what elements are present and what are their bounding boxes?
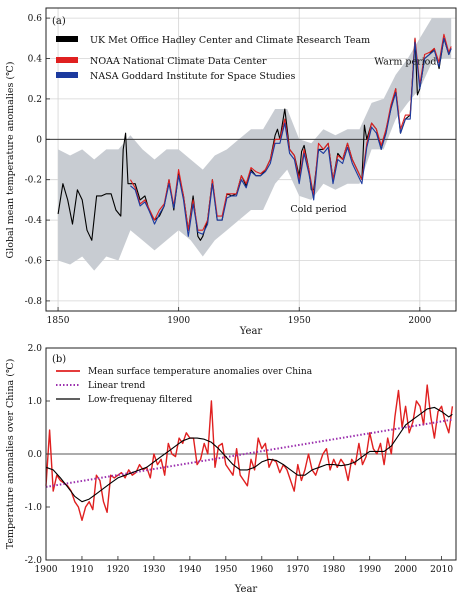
series-line-mean-surface-temperature-anomalies-over-china bbox=[45, 384, 454, 521]
panel-a-x-axis-label: Year bbox=[239, 326, 263, 337]
panel-b-china-temperature-chart: 1900 1910 1920 1930 1940 1950 1960 1970 1980 1990… bbox=[5, 344, 457, 595]
legend-swatch-nasa bbox=[56, 72, 78, 78]
series-line-linear-trend bbox=[45, 418, 453, 488]
legend-label-hadley: UK Met Office Hadley Center and Climate … bbox=[90, 35, 370, 46]
y-tick-label: 2.0 bbox=[28, 344, 43, 354]
panel-b-y-axis-label: Temperature anomalies over China (℃) bbox=[5, 359, 16, 550]
y-tick-label: -0.8 bbox=[25, 297, 43, 307]
series-line-low-frequenay-filtered bbox=[45, 406, 453, 503]
y-tick-label: 0.0 bbox=[28, 450, 43, 460]
legend-swatch-noaa bbox=[56, 57, 78, 63]
legend-label-noaa: NOAA National Climate Data Center bbox=[90, 56, 267, 67]
x-tick-label: 1920 bbox=[106, 565, 129, 575]
y-tick-label: -0.4 bbox=[25, 216, 43, 226]
panel-a-frame bbox=[45, 7, 457, 312]
x-tick-label: 1980 bbox=[322, 565, 345, 575]
y-tick-label: 0.2 bbox=[28, 95, 42, 105]
y-tick-label: -0.2 bbox=[25, 176, 42, 186]
panel-a-global-temperature-chart: 1850 1900 1950 2000 -0.8 -0.6 -0.4 -0.2 0 0.2 0.4… bbox=[5, 7, 457, 337]
y-tick-label: -0.6 bbox=[25, 257, 43, 267]
x-tick-label: 1910 bbox=[71, 565, 94, 575]
x-tick-label: 1850 bbox=[47, 316, 70, 326]
y-tick-label: 0.4 bbox=[28, 55, 43, 65]
x-tick-label: 1970 bbox=[286, 565, 309, 575]
legend-label-low-frequency: Low-frequenay filtered bbox=[88, 395, 193, 405]
x-tick-label: 2000 bbox=[408, 316, 431, 326]
y-tick-label: 0 bbox=[36, 135, 42, 145]
annotation-cold-period: Cold period bbox=[290, 204, 346, 215]
panel-a-y-axis-label: Global mean temperature anomalies (℃) bbox=[5, 62, 16, 259]
x-tick-label: 2010 bbox=[430, 565, 453, 575]
x-tick-label: 1900 bbox=[35, 565, 58, 575]
panel-a-y-ticks: -0.8 -0.6 -0.4 -0.2 0 0.2 0.4 0.6 bbox=[25, 14, 50, 307]
x-tick-label: 1930 bbox=[142, 565, 165, 575]
x-tick-label: 1940 bbox=[178, 565, 201, 575]
panel-a-label: (a) bbox=[52, 16, 66, 27]
x-tick-label: 1990 bbox=[358, 565, 381, 575]
panel-b-x-axis-label: Year bbox=[234, 584, 258, 595]
annotation-warm-period: Warm period bbox=[374, 57, 436, 68]
panel-b-label: (b) bbox=[52, 354, 66, 365]
panel-b-y-ticks: -2.0 -1.0 0.0 1.0 2.0 bbox=[25, 344, 50, 566]
series-line-nasa-goddard-institute-for-space-studies bbox=[130, 37, 452, 237]
legend-swatch-hadley bbox=[56, 36, 78, 42]
x-tick-label: 1960 bbox=[250, 565, 273, 575]
x-tick-label: 2000 bbox=[394, 565, 417, 575]
x-tick-label: 1950 bbox=[288, 316, 311, 326]
x-tick-label: 1900 bbox=[167, 316, 190, 326]
hadley-uncertainty-band bbox=[58, 18, 452, 271]
legend-label-nasa: NASA Goddard Institute for Space Studies bbox=[90, 71, 296, 82]
legend-label-linear-trend: Linear trend bbox=[88, 381, 146, 391]
legend-label-china-mean: Mean surface temperature anomalies over … bbox=[88, 367, 313, 377]
panel-a-legend: UK Met Office Hadley Center and Climate … bbox=[56, 35, 370, 82]
panel-b-x-ticks: 1900 1910 1920 1930 1940 1950 1960 1970 1980 1990… bbox=[35, 556, 453, 575]
panel-a-x-ticks: 1850 1900 1950 2000 bbox=[47, 307, 432, 326]
panel-a-series bbox=[57, 33, 452, 241]
panel-b-series bbox=[45, 384, 454, 521]
y-tick-label: 0.6 bbox=[28, 14, 43, 24]
x-tick-label: 1950 bbox=[214, 565, 237, 575]
y-tick-label: 1.0 bbox=[28, 397, 43, 407]
panel-b-legend: Mean surface temperature anomalies over … bbox=[56, 367, 313, 405]
y-tick-label: -2.0 bbox=[25, 556, 43, 566]
y-tick-label: -1.0 bbox=[25, 503, 43, 513]
